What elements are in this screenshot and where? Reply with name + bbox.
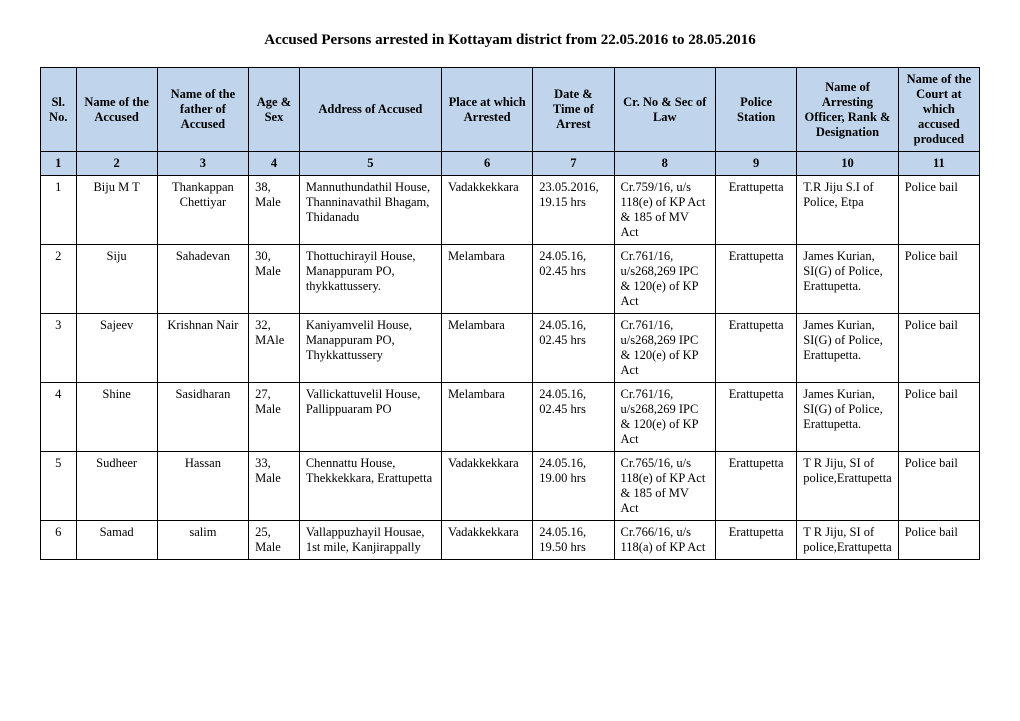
cell-ps: Erattupetta [716,314,797,383]
cell-ps: Erattupetta [716,452,797,521]
cell-off: T R Jiju, SI of police,Erattupetta [797,521,899,560]
col-place: Place at which Arrested [441,68,532,152]
cell-off: James Kurian, SI(G) of Police, Erattupet… [797,314,899,383]
cell-court: Police bail [898,245,979,314]
cell-name: Sudheer [76,452,157,521]
colnum: 6 [441,152,532,176]
cell-fath: Hassan [157,452,248,521]
cell-age: 33, Male [249,452,300,521]
cell-court: Police bail [898,452,979,521]
table-row: 6Samadsalim25, MaleVallappuzhayil Housae… [41,521,980,560]
cell-fath: Sasidharan [157,383,248,452]
table-row: 4ShineSasidharan27, MaleVallickattuvelil… [41,383,980,452]
col-court: Name of the Court at which accused produ… [898,68,979,152]
cell-off: James Kurian, SI(G) of Police, Erattupet… [797,245,899,314]
cell-law: Cr.761/16, u/s268,269 IPC & 120(e) of KP… [614,314,716,383]
col-sl: Sl. No. [41,68,77,152]
cell-place: Vadakkekkara [441,176,532,245]
cell-fath: Sahadevan [157,245,248,314]
cell-sl: 4 [41,383,77,452]
cell-court: Police bail [898,314,979,383]
cell-law: Cr.761/16, u/s268,269 IPC & 120(e) of KP… [614,245,716,314]
colnum: 11 [898,152,979,176]
col-age: Age & Sex [249,68,300,152]
cell-name: Shine [76,383,157,452]
cell-ps: Erattupetta [716,521,797,560]
colnum: 3 [157,152,248,176]
colnum: 7 [533,152,614,176]
cell-sl: 2 [41,245,77,314]
cell-addr: Vallappuzhayil Housae, 1st mile, Kanjira… [299,521,441,560]
cell-law: Cr.759/16, u/s 118(e) of KP Act & 185 of… [614,176,716,245]
cell-court: Police bail [898,176,979,245]
cell-age: 30, Male [249,245,300,314]
table-row: 3SajeevKrishnan Nair32, MAleKaniyamvelil… [41,314,980,383]
page-title: Accused Persons arrested in Kottayam dis… [40,32,980,49]
cell-date: 24.05.16, 02.45 hrs [533,314,614,383]
cell-date: 24.05.16, 02.45 hrs [533,245,614,314]
colnum: 4 [249,152,300,176]
cell-law: Cr.765/16, u/s 118(e) of KP Act & 185 of… [614,452,716,521]
table-row: 5SudheerHassan33, MaleChennattu House, T… [41,452,980,521]
col-law: Cr. No & Sec of Law [614,68,716,152]
cell-addr: Kaniyamvelil House, Manappuram PO, Thykk… [299,314,441,383]
cell-place: Vadakkekkara [441,521,532,560]
col-addr: Address of Accused [299,68,441,152]
col-ps: Police Station [716,68,797,152]
arrest-table: Sl. No. Name of the Accused Name of the … [40,67,980,560]
cell-ps: Erattupetta [716,176,797,245]
cell-place: Melambara [441,383,532,452]
cell-court: Police bail [898,521,979,560]
colnum: 1 [41,152,77,176]
column-number-row: 1 2 3 4 5 6 7 8 9 10 11 [41,152,980,176]
colnum: 8 [614,152,716,176]
cell-addr: Mannuthundathil House, Thanninavathil Bh… [299,176,441,245]
colnum: 9 [716,152,797,176]
cell-ps: Erattupetta [716,245,797,314]
cell-addr: Vallickattuvelil House, Pallippuaram PO [299,383,441,452]
cell-fath: salim [157,521,248,560]
cell-date: 23.05.2016, 19.15 hrs [533,176,614,245]
colnum: 10 [797,152,899,176]
cell-ps: Erattupetta [716,383,797,452]
cell-court: Police bail [898,383,979,452]
col-name: Name of the Accused [76,68,157,152]
cell-off: T R Jiju, SI of police,Erattupetta [797,452,899,521]
col-fath: Name of the father of Accused [157,68,248,152]
cell-place: Melambara [441,245,532,314]
cell-sl: 3 [41,314,77,383]
cell-off: James Kurian, SI(G) of Police, Erattupet… [797,383,899,452]
cell-sl: 1 [41,176,77,245]
cell-date: 24.05.16, 02.45 hrs [533,383,614,452]
cell-name: Biju M T [76,176,157,245]
cell-name: Siju [76,245,157,314]
cell-fath: Thankappan Chettiyar [157,176,248,245]
cell-addr: Thottuchirayil House, Manappuram PO, thy… [299,245,441,314]
header-row: Sl. No. Name of the Accused Name of the … [41,68,980,152]
cell-place: Vadakkekkara [441,452,532,521]
table-row: 2SijuSahadevan30, MaleThottuchirayil Hou… [41,245,980,314]
col-date: Date & Time of Arrest [533,68,614,152]
col-off: Name of Arresting Officer, Rank & Design… [797,68,899,152]
cell-age: 25, Male [249,521,300,560]
cell-place: Melambara [441,314,532,383]
cell-off: T.R Jiju S.I of Police, Etpa [797,176,899,245]
colnum: 5 [299,152,441,176]
cell-sl: 6 [41,521,77,560]
cell-age: 38, Male [249,176,300,245]
cell-sl: 5 [41,452,77,521]
cell-date: 24.05.16, 19.50 hrs [533,521,614,560]
cell-law: Cr.761/16, u/s268,269 IPC & 120(e) of KP… [614,383,716,452]
cell-age: 27, Male [249,383,300,452]
cell-date: 24.05.16, 19.00 hrs [533,452,614,521]
cell-name: Samad [76,521,157,560]
cell-addr: Chennattu House, Thekkekkara, Erattupett… [299,452,441,521]
table-row: 1Biju M TThankappan Chettiyar38, MaleMan… [41,176,980,245]
cell-fath: Krishnan Nair [157,314,248,383]
colnum: 2 [76,152,157,176]
cell-law: Cr.766/16, u/s 118(a) of KP Act [614,521,716,560]
cell-age: 32, MAle [249,314,300,383]
cell-name: Sajeev [76,314,157,383]
